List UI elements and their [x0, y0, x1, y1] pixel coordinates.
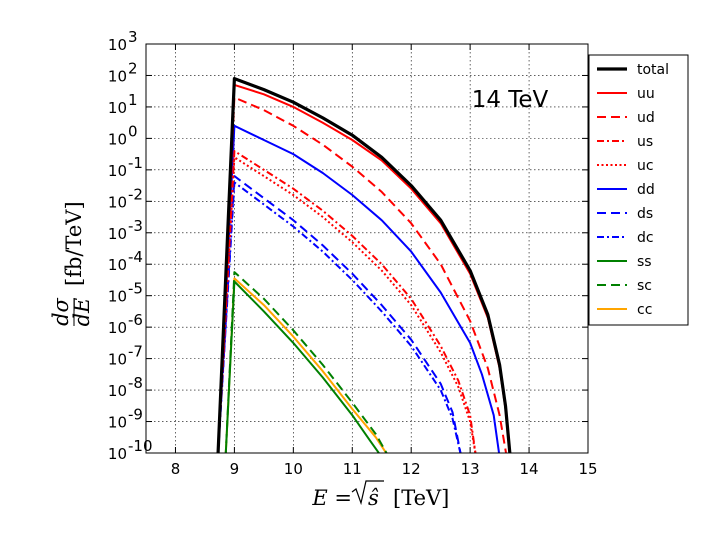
x-tick-label: 8: [171, 460, 181, 478]
y-tick-exponent: 0: [128, 122, 138, 140]
y-tick-label: 10: [108, 225, 127, 243]
y-axis-label-numerator: dσ: [49, 297, 73, 325]
y-tick-exponent: -3: [128, 217, 143, 235]
series-line-uu: [217, 83, 511, 453]
plot-frame: [145, 43, 589, 454]
series-line-ud: [217, 96, 508, 453]
legend-label-sc: sc: [637, 278, 652, 294]
y-tick-exponent: -9: [128, 406, 143, 424]
legend-label-uu: uu: [637, 86, 655, 102]
legend-label-us: us: [637, 134, 653, 150]
y-tick-exponent: 3: [128, 28, 138, 46]
y-tick-label: 10: [108, 445, 127, 463]
sqrt-symbol: [351, 480, 384, 506]
y-tick-exponent: -7: [128, 343, 143, 361]
legend-label-dd: dd: [637, 182, 655, 198]
legend-label-cc: cc: [637, 302, 652, 318]
series-line-cc: [224, 277, 388, 453]
series-line-dc: [217, 181, 462, 453]
y-axis-label: dσ dE [fb/TeV]: [49, 201, 94, 326]
y-tick-label: 10: [108, 256, 127, 274]
y-tick-exponent: -5: [128, 280, 143, 298]
series-line-us: [217, 150, 477, 453]
y-tick-exponent: -4: [128, 248, 143, 266]
y-tick-exponent: -1: [128, 154, 143, 172]
x-axis-label: E = ŝ [TeV]: [311, 480, 449, 510]
series-line-total: [216, 77, 512, 453]
y-tick-label: 10: [108, 36, 127, 54]
legend-label-uc: uc: [637, 158, 654, 174]
x-tick-label: 9: [230, 460, 240, 478]
y-tick-label: 10: [108, 414, 127, 432]
y-tick-label: 10: [108, 67, 127, 85]
y-tick-exponent: 2: [128, 59, 138, 77]
y-tick-label: 10: [108, 99, 127, 117]
x-tick-label: 12: [402, 460, 421, 478]
y-tick-exponent: -8: [128, 374, 143, 392]
series-curves: [216, 77, 512, 453]
y-tick-label: 10: [108, 288, 127, 306]
series-line-ss: [224, 280, 381, 453]
y-tick-exponent: -2: [128, 185, 143, 203]
y-tick-exponent: -6: [128, 311, 143, 329]
legend-label-ud: ud: [637, 110, 655, 126]
x-axis-label-sqrt-arg: ŝ: [368, 486, 379, 510]
y-tick-label: 10: [108, 382, 127, 400]
y-axis-label-denominator: dE: [70, 298, 94, 327]
y-tick-label: 10: [108, 162, 127, 180]
y-tick-label: 10: [108, 319, 127, 337]
legend: total uu ud us uc dd ds dc ss sc cc: [588, 54, 689, 326]
legend-label-total: total: [637, 62, 669, 78]
y-tick-label: 10: [108, 130, 127, 148]
series-line-dd: [217, 124, 501, 453]
legend-label-ss: ss: [637, 254, 652, 270]
x-tick-label: 15: [578, 460, 597, 478]
y-tick-label: 10: [108, 351, 127, 369]
y-tick-label: 10: [108, 193, 127, 211]
legend-label-dc: dc: [637, 230, 654, 246]
series-line-ds: [217, 175, 462, 453]
series-line-uc: [217, 156, 477, 453]
y-tick-exponent: -10: [128, 437, 153, 455]
legend-label-ds: ds: [637, 206, 653, 222]
y-axis-label-unit: [fb/TeV]: [62, 201, 86, 286]
y-tick-exponent: 1: [128, 91, 138, 109]
series-line-sc: [224, 271, 388, 453]
grid: [146, 43, 589, 454]
x-tick-label: 13: [461, 460, 480, 478]
energy-annotation: 14 TeV: [472, 87, 549, 113]
x-axis-label-unit: [TeV]: [393, 486, 449, 510]
x-axis-label-prefix: E =: [311, 486, 352, 510]
x-tick-label: 10: [284, 460, 303, 478]
x-tick-label: 14: [520, 460, 539, 478]
x-tick-label: 11: [343, 460, 362, 478]
